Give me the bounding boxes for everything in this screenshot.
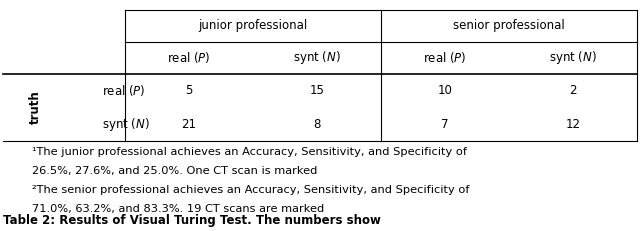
Text: 26.5%, 27.6%, and 25.0%. One CT scan is marked: 26.5%, 27.6%, and 25.0%. One CT scan is …	[32, 166, 321, 176]
Text: ²The senior professional achieves an Accuracy, Sensitivity, and Specificity of: ²The senior professional achieves an Acc…	[32, 185, 470, 195]
Text: truth: truth	[29, 91, 42, 124]
Text: 15: 15	[309, 84, 324, 97]
Text: senior professional: senior professional	[453, 19, 564, 33]
Text: 2: 2	[569, 84, 577, 97]
Text: 5: 5	[185, 84, 193, 97]
Text: ¹The junior professional achieves an Accuracy, Sensitivity, and Specificity of: ¹The junior professional achieves an Acc…	[32, 147, 467, 157]
Text: 21: 21	[181, 118, 196, 131]
Text: Table 2: Results of Visual Turing Test. The numbers show: Table 2: Results of Visual Turing Test. …	[3, 214, 381, 227]
Text: real ($P$): real ($P$)	[167, 50, 211, 65]
Text: 71.0%, 63.2%, and 83.3%. 19 CT scans are marked: 71.0%, 63.2%, and 83.3%. 19 CT scans are…	[32, 204, 328, 214]
Text: 8: 8	[313, 118, 321, 131]
Text: synt ($N$): synt ($N$)	[549, 49, 596, 66]
Text: 12: 12	[565, 118, 580, 131]
Text: real ($P$): real ($P$)	[102, 83, 146, 98]
Text: 10: 10	[437, 84, 452, 97]
Text: 7: 7	[441, 118, 449, 131]
Text: junior professional: junior professional	[198, 19, 307, 33]
Text: real ($P$): real ($P$)	[423, 50, 467, 65]
Text: synt ($N$): synt ($N$)	[102, 116, 150, 133]
Text: synt ($N$): synt ($N$)	[293, 49, 340, 66]
